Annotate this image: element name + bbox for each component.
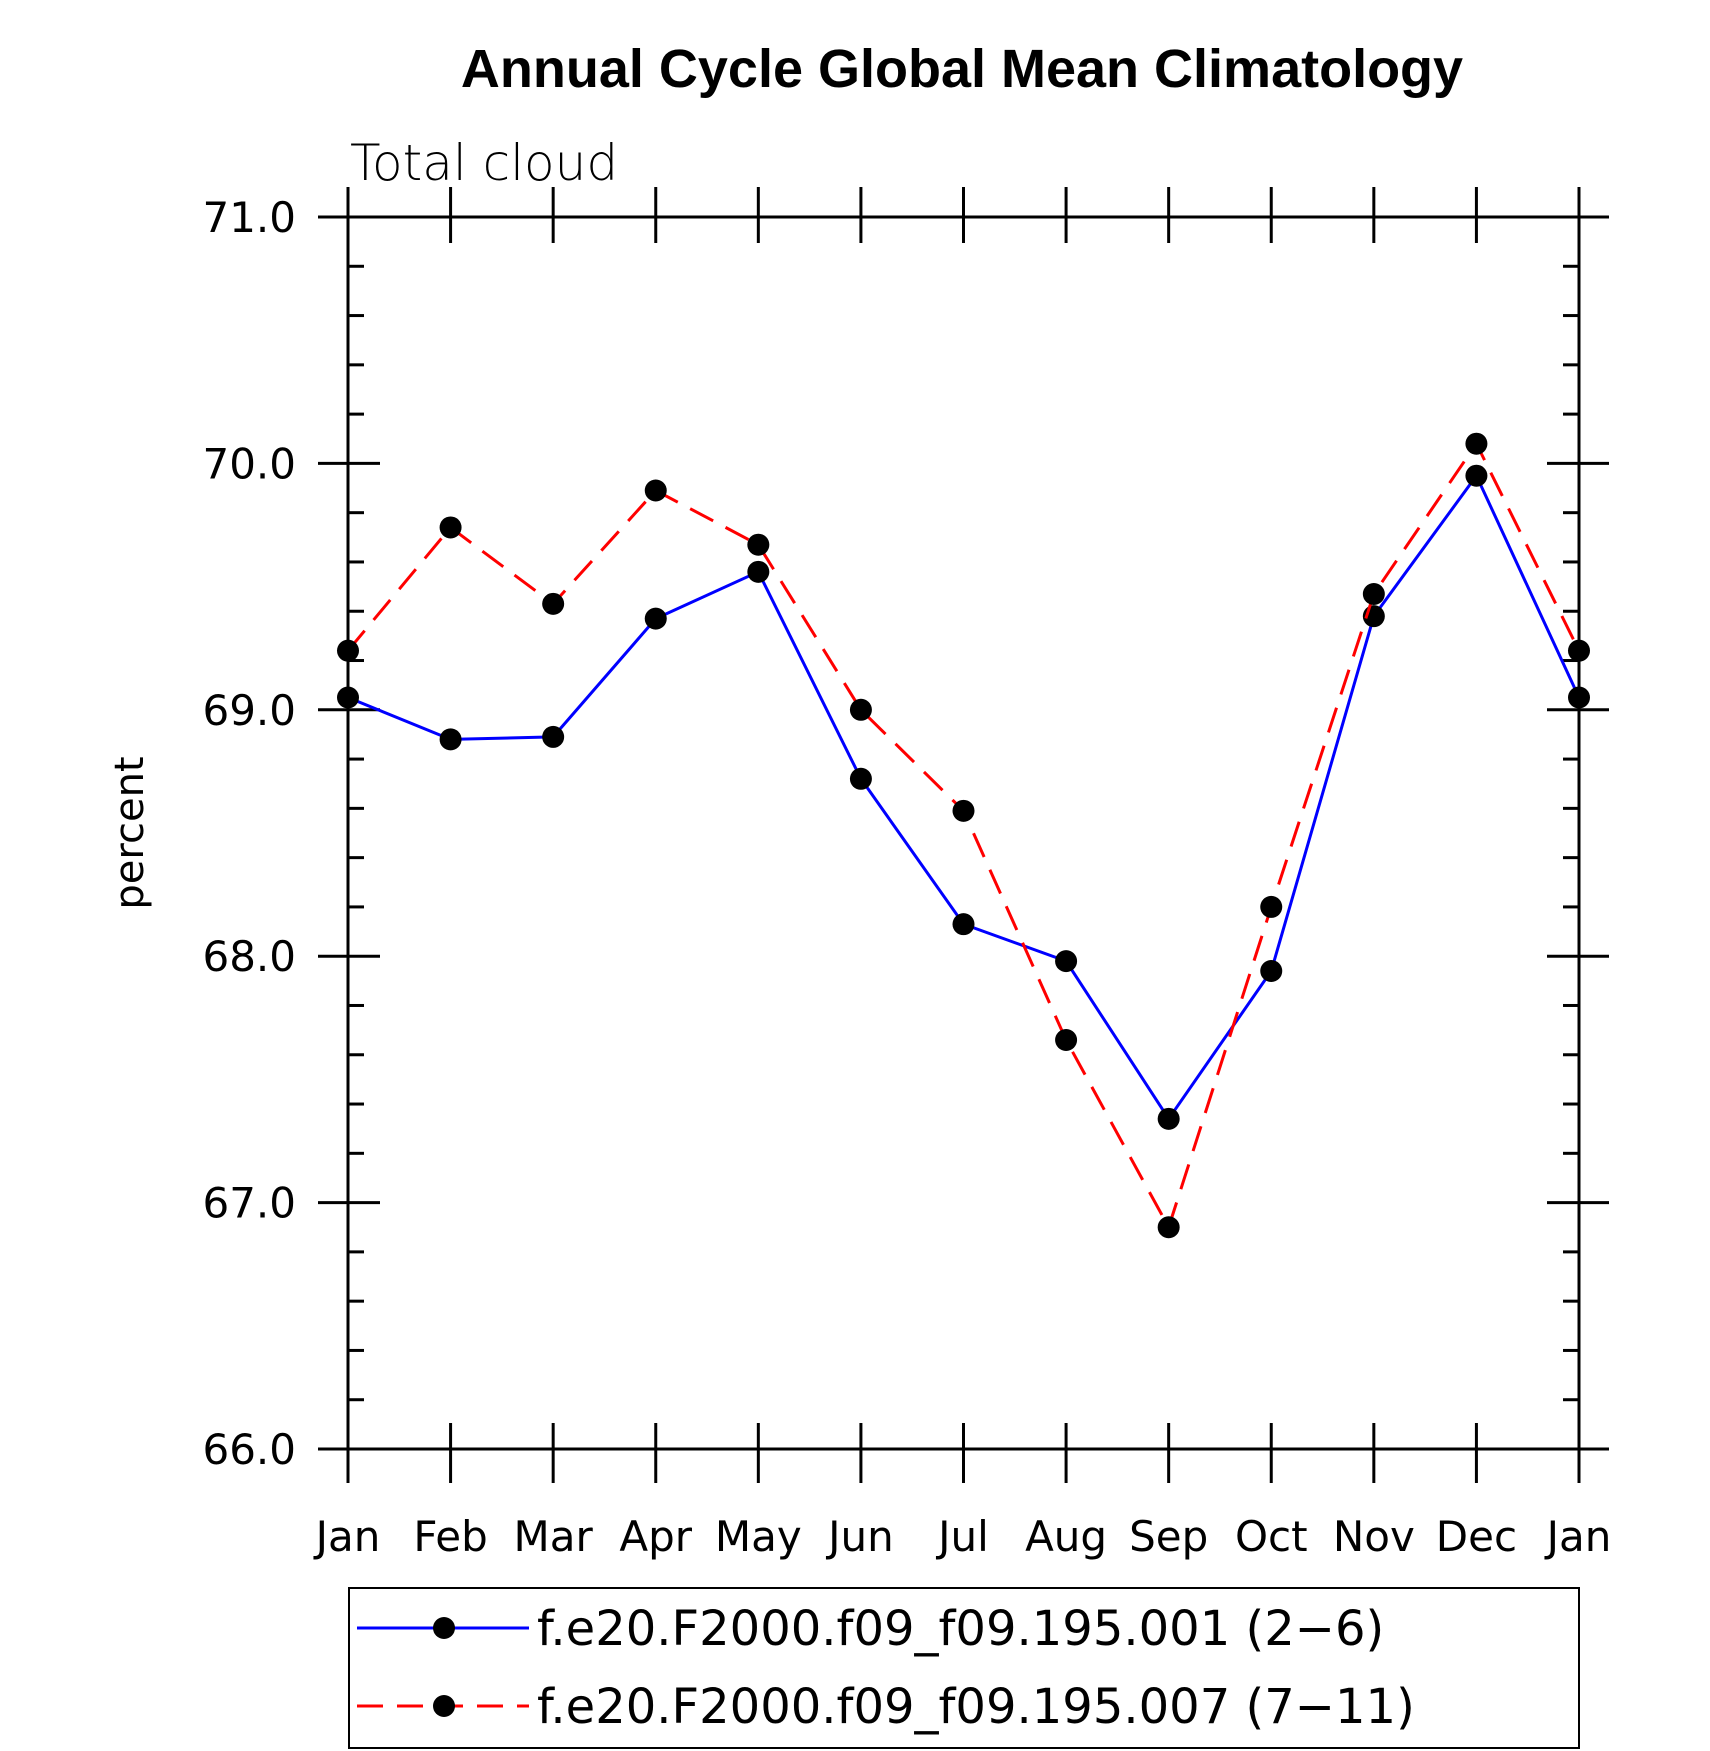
x-tick-label: Dec (1436, 1512, 1517, 1561)
y-tick-label: 66.0 (202, 1425, 296, 1474)
data-point (1568, 686, 1590, 709)
series-1 (337, 464, 1590, 1130)
y-tick-label: 71.0 (202, 193, 296, 242)
legend-item: f.e20.F2000.f09_f09.195.007 (7−11) (357, 1679, 1415, 1735)
y-axis-label: percent (107, 756, 153, 909)
x-tick-label: Mar (514, 1512, 594, 1561)
y-tick-label: 69.0 (202, 686, 296, 735)
plot-frame (346, 215, 1581, 1451)
data-point (952, 799, 975, 822)
data-point (644, 607, 667, 630)
legend-marker (433, 1695, 455, 1717)
data-point (1055, 1028, 1078, 1051)
x-tick-label: Jan (313, 1512, 381, 1561)
legend-label: f.e20.F2000.f09_f09.195.001 (2−6) (537, 1601, 1384, 1657)
chart-title: Annual Cycle Global Mean Climatology (461, 39, 1463, 99)
data-point (1157, 1107, 1180, 1130)
y-tick-label: 67.0 (202, 1179, 296, 1228)
data-point (337, 639, 359, 662)
legend: f.e20.F2000.f09_f09.195.001 (2−6) f.e20.F… (348, 1587, 1580, 1749)
data-point (1465, 464, 1488, 487)
data-point (542, 592, 565, 615)
legend-label: f.e20.F2000.f09_f09.195.007 (7−11) (537, 1679, 1415, 1735)
data-point (439, 728, 462, 751)
data-point (1157, 1216, 1180, 1239)
series-line (346, 440, 1581, 1232)
data-point (439, 516, 462, 539)
data-point (644, 479, 667, 502)
x-tick-label: Sep (1129, 1512, 1208, 1561)
series-2 (337, 432, 1590, 1239)
data-point (1260, 895, 1283, 918)
x-tick-label: Aug (1025, 1512, 1107, 1561)
data-point (747, 560, 770, 583)
data-point (952, 913, 975, 936)
chart-subtitle: Total cloud (350, 134, 618, 192)
legend-marker (433, 1617, 455, 1639)
series-line (347, 472, 1581, 1122)
x-tick-label: May (715, 1512, 802, 1561)
x-tick-label: Jul (935, 1512, 989, 1561)
x-tick-label: Jan (1544, 1512, 1612, 1561)
data-point (1055, 950, 1078, 973)
data-point (1260, 959, 1283, 982)
data-point (849, 767, 872, 790)
data-point (849, 698, 872, 721)
x-tick-label: Feb (413, 1512, 487, 1561)
data-point (1362, 582, 1385, 605)
data-point (1568, 639, 1590, 662)
data-point (747, 533, 770, 556)
x-tick-label: Apr (619, 1512, 692, 1561)
legend-box (348, 1587, 1580, 1749)
y-tick-label: 68.0 (202, 932, 296, 981)
x-tick-label: Oct (1235, 1512, 1308, 1561)
axes: Jan Feb Mar Apr May Jun Jul Aug Sep Oct Nov Dec Jan 6… (202, 187, 1611, 1561)
x-tick-label: Nov (1333, 1512, 1415, 1561)
y-tick-label: 70.0 (202, 439, 296, 488)
legend-item: f.e20.F2000.f09_f09.195.001 (2−6) (357, 1601, 1384, 1657)
x-tick-label: Jun (825, 1512, 894, 1561)
data-point (542, 725, 565, 748)
series-layer (337, 432, 1590, 1239)
data-point (337, 686, 359, 709)
data-point (1465, 432, 1488, 455)
